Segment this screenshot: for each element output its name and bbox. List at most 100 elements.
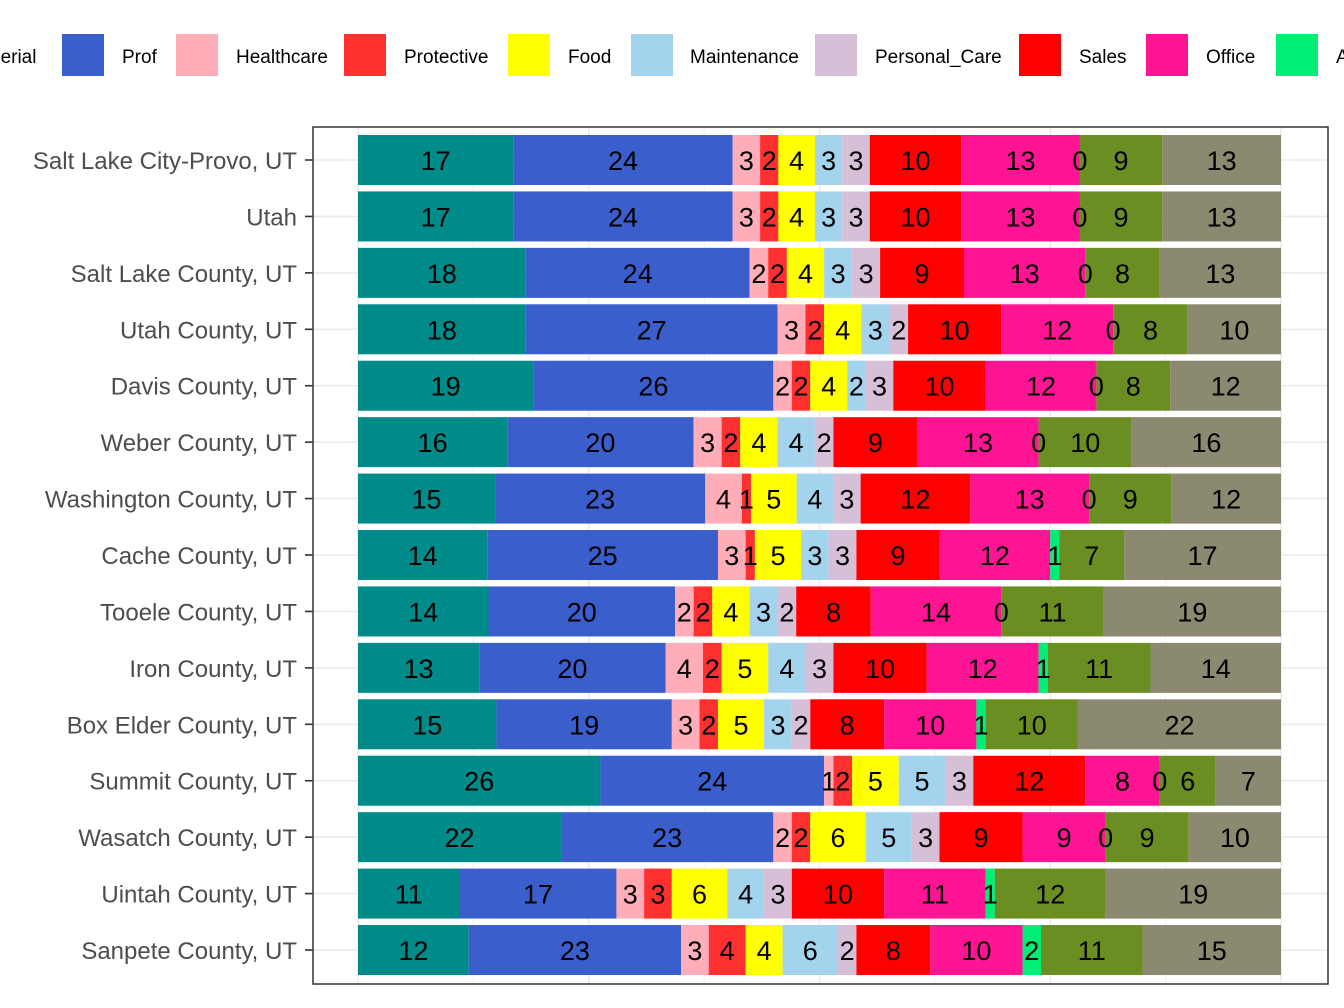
bar-segment-protective: [708, 925, 746, 976]
data-label: 10: [1220, 823, 1250, 853]
data-label: 12: [900, 485, 930, 515]
y-tick-label: Salt Lake City-Provo, UT: [33, 148, 297, 175]
data-label: 24: [608, 202, 638, 232]
data-label: 2: [723, 428, 738, 458]
bar-segment-healthcare: [616, 868, 645, 919]
data-label: 3: [623, 880, 638, 910]
bar-segment-managerial: [358, 586, 489, 637]
y-tick-label: Summit County, UT: [89, 769, 297, 796]
data-label: 19: [431, 372, 461, 402]
bar-segment-food: [778, 191, 815, 242]
bar-segment-protective: [699, 699, 718, 750]
bar-segment-construction: [1038, 417, 1132, 468]
data-label: 1: [743, 541, 758, 571]
bar-segment-maintenance: [898, 755, 946, 806]
bar-segment-construction: [1001, 586, 1104, 637]
bar-segment-personal-care: [814, 417, 834, 468]
bar-segment-healthcare: [717, 530, 746, 581]
bar-segment-personal-care: [852, 247, 881, 298]
bar-segment-protective: [741, 473, 751, 524]
bar-segment-managerial: [358, 135, 514, 185]
data-label: 11: [921, 880, 949, 910]
y-tick-label: Weber County, UT: [100, 430, 297, 457]
data-label: 24: [697, 767, 727, 797]
bar-segment-food: [810, 812, 866, 863]
bar-segment-healthcare: [665, 642, 703, 693]
bar-segment-construction: [1089, 473, 1172, 524]
bar-segment-personal-care: [828, 530, 857, 581]
data-label: 4: [723, 597, 738, 627]
data-label: 9: [868, 428, 883, 458]
data-label: 5: [868, 767, 883, 797]
data-label: 7: [1084, 541, 1099, 571]
bar-segment-prof: [479, 642, 666, 693]
data-label: 5: [734, 710, 749, 740]
data-label: 2: [762, 202, 777, 232]
data-label: 12: [1035, 880, 1065, 910]
bar-segment-food: [740, 417, 778, 468]
data-label: 9: [1114, 146, 1129, 176]
data-label: 9: [1140, 823, 1155, 853]
data-label: 3: [918, 823, 933, 853]
bar-segment-construction: [1159, 755, 1216, 806]
data-label: 23: [560, 936, 590, 966]
data-label: 5: [770, 541, 785, 571]
bar-segment-protective: [760, 135, 779, 185]
data-label: 9: [974, 823, 989, 853]
data-label: 3: [835, 541, 850, 571]
legend-swatch-personal-care: [815, 34, 857, 76]
data-label: 2: [695, 597, 710, 627]
bar-segment-healthcare: [732, 135, 761, 185]
data-label: 3: [770, 710, 785, 740]
bar-segment-construction: [1113, 304, 1188, 355]
data-label: 8: [840, 710, 855, 740]
data-label: 5: [766, 485, 781, 515]
bar-segment-maintenance: [749, 586, 778, 637]
bar-segment-agriculture: [1022, 925, 1042, 976]
data-label: 2: [762, 146, 777, 176]
data-label: 3: [821, 146, 836, 176]
bar-segment-personal-care: [889, 304, 909, 355]
bar-segment-personal-care: [865, 360, 894, 411]
bar-segment-production: [1103, 586, 1281, 637]
data-label: 26: [464, 767, 494, 797]
data-label: 19: [1177, 597, 1207, 627]
bar-segment-food: [824, 304, 862, 355]
data-label: 5: [881, 823, 896, 853]
data-label: 13: [404, 654, 434, 684]
bar-segment-sales: [939, 812, 1023, 863]
bar-segment-maintenance: [801, 530, 829, 581]
data-label: 2: [775, 823, 790, 853]
data-label: 3: [859, 259, 874, 289]
bar-segment-managerial: [358, 642, 480, 693]
bar-segment-managerial: [358, 191, 514, 242]
data-label: 3: [687, 936, 702, 966]
data-label: 16: [1191, 428, 1221, 458]
bar-segment-food: [671, 868, 728, 919]
data-label: 19: [569, 710, 599, 740]
data-label: 1: [739, 485, 754, 515]
data-label: 2: [840, 936, 855, 966]
bar-segment-construction: [1041, 925, 1143, 976]
data-label: 12: [1026, 372, 1056, 402]
bar-segment-sales: [893, 360, 986, 411]
legend: gerial Prof Healthcare Protective Food Mainte…: [0, 34, 1344, 76]
data-label: 4: [757, 936, 772, 966]
bar-segment-production: [1162, 191, 1281, 242]
bar-segment-protective: [745, 530, 755, 581]
bar-segment-construction: [1047, 642, 1151, 693]
data-label: 24: [623, 259, 653, 289]
data-label: 3: [849, 146, 864, 176]
bar-segment-office: [926, 642, 1039, 693]
bar-segment-healthcare: [773, 360, 792, 411]
legend-label-maintenance: Maintenance: [690, 47, 799, 68]
data-label: 12: [968, 654, 998, 684]
legend-label-protective: Protective: [404, 47, 488, 68]
data-label: 3: [678, 710, 693, 740]
y-tick-label: Cache County, UT: [101, 543, 297, 570]
bar-segment-prof: [525, 247, 750, 298]
bar-segment-office: [1022, 812, 1106, 863]
data-label: 0: [1089, 372, 1104, 402]
data-label: 1: [1047, 541, 1062, 571]
bar-segment-food: [810, 360, 848, 411]
